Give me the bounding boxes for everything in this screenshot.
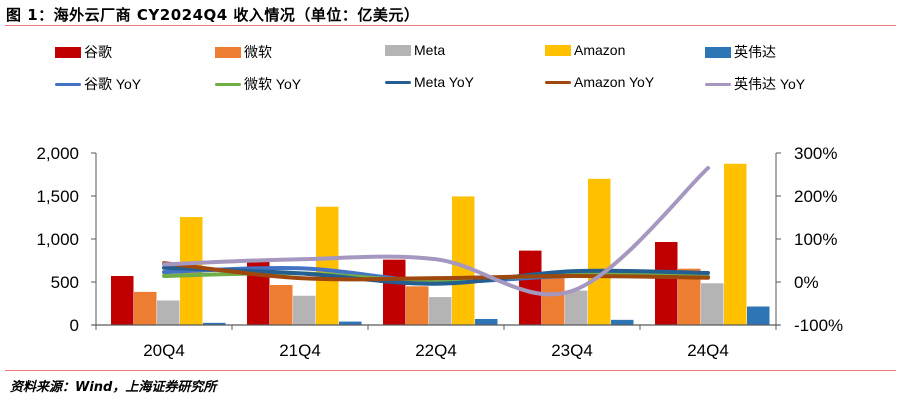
bar (724, 163, 747, 325)
x-tick-label: 23Q4 (551, 341, 593, 360)
legend-label: 谷歌 YoY (84, 76, 142, 92)
legend-bar-swatch-icon (385, 44, 411, 56)
bar (678, 268, 701, 325)
bar (429, 297, 452, 325)
right-tick-label: 300% (794, 144, 837, 163)
legend-line-swatch-icon (55, 82, 81, 86)
left-tick-label: 500 (51, 273, 79, 292)
legend-line-swatch-icon (215, 82, 241, 86)
legend-label: 英伟达 YoY (734, 76, 806, 92)
bar (157, 300, 180, 325)
legend-label: 英伟达 (734, 44, 776, 60)
legend-label: Meta YoY (414, 74, 474, 90)
yoy-line (162, 271, 710, 284)
x-tick-label: 20Q4 (143, 341, 185, 360)
bar (747, 306, 770, 325)
bar (383, 259, 406, 325)
bar (293, 295, 316, 325)
source-note: 资料来源：Wind，上海证券研究所 (10, 380, 217, 395)
legend-label: Amazon YoY (574, 74, 655, 90)
legend-bar-swatch-icon (545, 44, 571, 56)
legend-line-swatch-icon (705, 82, 731, 86)
left-tick-label: 1,500 (36, 187, 79, 206)
title-divider (5, 25, 896, 26)
right-tick-label: 0% (794, 273, 819, 292)
legend-label: 微软 (244, 44, 272, 60)
legend-bar-swatch-icon (705, 46, 731, 58)
legend-item: 谷歌 YoY (55, 74, 141, 94)
right-tick-label: 200% (794, 187, 837, 206)
yoy-line (162, 166, 710, 297)
legend-item: 英伟达 (705, 42, 776, 62)
right-tick-label: 100% (794, 230, 837, 249)
bar (247, 260, 270, 325)
bar (519, 250, 542, 325)
bar (475, 318, 498, 325)
chart-title: 图 1：海外云厂商 CY2024Q4 收入情况（单位：亿美元） (6, 6, 420, 24)
legend-item: 微软 (215, 42, 272, 62)
yoy-line (162, 261, 710, 282)
bar (655, 242, 678, 325)
bar (316, 206, 339, 325)
left-tick-label: 0 (70, 316, 79, 335)
bar (134, 291, 157, 325)
bar (180, 217, 203, 325)
legend-item: Amazon (545, 42, 625, 58)
bar (565, 290, 588, 325)
legend-label: Amazon (574, 42, 626, 58)
bar (611, 319, 634, 325)
legend-item: 英伟达 YoY (705, 74, 805, 94)
legend-label: 微软 YoY (244, 76, 302, 92)
left-tick-label: 1,000 (36, 230, 79, 249)
legend-item: 谷歌 (55, 42, 112, 62)
legend-item: 微软 YoY (215, 74, 301, 94)
right-tick-label: -100% (794, 316, 843, 335)
legend-item: Amazon YoY (545, 74, 654, 90)
bar (203, 322, 226, 325)
legend-label: Meta (414, 42, 446, 58)
legend-item: Meta (385, 42, 445, 58)
x-tick-label: 24Q4 (687, 341, 729, 360)
legend-line-swatch-icon (385, 80, 411, 84)
legend-bar-swatch-icon (55, 46, 81, 58)
bar (542, 276, 565, 325)
legend-item: Meta YoY (385, 74, 474, 90)
yoy-line (162, 265, 710, 286)
bar (588, 178, 611, 325)
x-tick-label: 21Q4 (279, 341, 321, 360)
x-tick-label: 22Q4 (415, 341, 457, 360)
bar (339, 321, 362, 325)
bar (406, 286, 429, 325)
bar (270, 285, 293, 325)
source-divider (5, 370, 896, 371)
yoy-line (162, 265, 710, 284)
legend-bar-swatch-icon (215, 46, 241, 58)
bar (701, 283, 724, 325)
bar (111, 275, 134, 325)
legend-line-swatch-icon (545, 80, 571, 84)
bar (452, 196, 475, 325)
legend-label: 谷歌 (84, 44, 112, 60)
left-tick-label: 2,000 (36, 144, 79, 163)
